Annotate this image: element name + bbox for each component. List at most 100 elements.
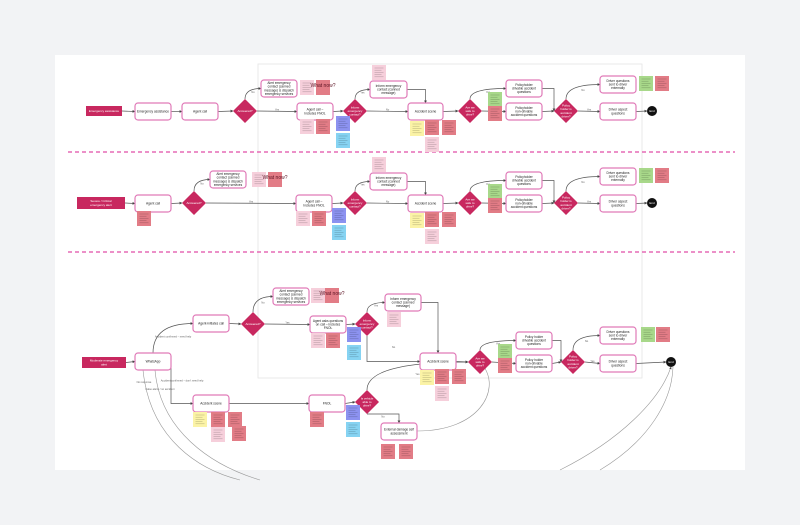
trigger-label-box[interactable]	[82, 357, 126, 368]
process-box[interactable]	[515, 354, 553, 373]
sticky-note[interactable]: What now?	[319, 288, 345, 303]
node-r2drv[interactable]: Policyholder drivable accident questions	[505, 171, 543, 190]
end-terminal[interactable]	[647, 106, 657, 116]
node-r2ndrv[interactable]: Policyholder non-drivable accident questio…	[505, 194, 543, 213]
node-r1ndrv[interactable]: Policyholder non-drivable accident questio…	[505, 102, 543, 121]
process-box[interactable]	[296, 102, 334, 121]
node-r3ndrv[interactable]: Policy holder non-drivable accident questi…	[515, 354, 553, 373]
connector-arrow[interactable]	[366, 301, 386, 313]
connector-arrow[interactable]	[552, 340, 563, 363]
connector-arrow[interactable]	[577, 110, 601, 113]
decision-diamond[interactable]	[554, 191, 578, 215]
process-box[interactable]	[181, 102, 219, 121]
node-r3scene[interactable]: Accident scene	[419, 352, 457, 371]
decision-diamond[interactable]	[458, 191, 482, 215]
sticky-note[interactable]	[425, 137, 439, 152]
node-r3scene2[interactable]: Accident scene	[192, 394, 230, 413]
connector-arrow[interactable]	[469, 87, 507, 100]
connector-arrow[interactable]	[541, 109, 555, 113]
sticky-note[interactable]	[316, 119, 330, 134]
node-r1scene[interactable]: Accident scene	[407, 102, 444, 121]
node-r2pol[interactable]: Policy holder is accident driver?	[554, 191, 578, 215]
connector-arrow[interactable]	[345, 322, 356, 326]
process-box[interactable]	[515, 331, 553, 350]
sticky-note[interactable]	[300, 80, 314, 95]
connector-arrow[interactable]	[332, 109, 344, 113]
node-r2dq[interactable]: Driver aspect questions	[599, 194, 637, 213]
connector-arrow[interactable]	[366, 110, 409, 113]
node-r1safe[interactable]: Are we safe to drive?	[458, 99, 482, 123]
node-r3veh[interactable]: Is vehicle able to drive?	[355, 390, 379, 414]
sticky-note[interactable]	[252, 172, 266, 187]
node-r1drv[interactable]: Policyholder drivable accident questions	[505, 79, 543, 98]
sticky-note[interactable]	[211, 427, 225, 442]
connector-arrow[interactable]	[542, 180, 556, 204]
process-box[interactable]	[505, 194, 543, 213]
node-r1fnol[interactable]: Agent call – Includes FNOL	[296, 102, 334, 121]
node-r3alert[interactable]: Alert emergency contact (canned message) &…	[272, 287, 310, 306]
connector-arrow[interactable]	[407, 181, 427, 196]
node-r2ext[interactable]: Driver questions sent to driver externally	[599, 167, 637, 186]
connector-arrow[interactable]	[565, 83, 601, 100]
node-r3ext2[interactable]: External damage self assessment	[380, 422, 418, 441]
sticky-note[interactable]	[296, 211, 310, 226]
connector-arrow[interactable]	[635, 201, 648, 205]
sticky-note[interactable]	[387, 312, 401, 327]
process-box[interactable]	[599, 194, 637, 213]
sticky-note[interactable]	[193, 412, 207, 427]
sticky-note[interactable]	[336, 116, 350, 131]
process-box[interactable]	[599, 75, 637, 94]
connector-false-alarm[interactable]	[154, 369, 261, 481]
connector-arrow[interactable]	[565, 175, 601, 192]
connector-arrow[interactable]	[170, 361, 194, 405]
connector-arrow[interactable]	[551, 361, 562, 364]
process-box[interactable]	[260, 79, 298, 98]
node-r3infbox[interactable]: Inform emergency contact (canned message)	[384, 293, 422, 312]
sticky-note[interactable]	[346, 405, 360, 420]
process-box[interactable]	[369, 172, 408, 191]
sticky-note[interactable]	[312, 211, 326, 226]
connector-arrow[interactable]	[442, 109, 459, 113]
connector-arrow[interactable]	[331, 201, 344, 205]
node-r3drv[interactable]: Policy holder drivable accident questions	[515, 331, 553, 350]
sticky-note[interactable]	[410, 121, 424, 136]
sticky-note[interactable]	[639, 76, 653, 91]
sticky-note[interactable]	[488, 92, 502, 107]
connector-arrow[interactable]	[635, 109, 648, 113]
process-box[interactable]	[380, 422, 418, 441]
sticky-note[interactable]	[425, 212, 439, 227]
end-terminal[interactable]	[666, 357, 676, 367]
decision-diamond[interactable]	[554, 99, 578, 123]
sticky-note[interactable]	[326, 333, 340, 348]
connector-arrow[interactable]	[193, 178, 211, 192]
connector-arrow[interactable]	[152, 322, 194, 354]
process-box[interactable]	[308, 394, 346, 413]
end-terminal[interactable]	[647, 198, 657, 208]
connector-arrow[interactable]	[407, 89, 427, 104]
sticky-note[interactable]: What now?	[262, 172, 288, 187]
sticky-note[interactable]	[442, 120, 456, 135]
sticky-note[interactable]	[311, 288, 325, 303]
connector-arrow[interactable]	[217, 109, 234, 113]
sticky-note[interactable]	[498, 344, 512, 359]
node-r3dq[interactable]: Driver aspect questions	[599, 354, 637, 373]
connector-arrow[interactable]	[577, 202, 601, 205]
connector-arrow[interactable]	[125, 360, 136, 364]
sticky-note[interactable]	[425, 229, 439, 244]
node-r2scene[interactable]: Accident scene	[407, 194, 444, 213]
node-r3wa[interactable]: WhatsApp	[134, 352, 172, 371]
sticky-note[interactable]	[655, 76, 669, 91]
node-r3pol[interactable]: Policy holder is accident driver?	[561, 350, 585, 374]
node-r1call[interactable]: Agent call	[181, 102, 219, 121]
node-r2ans[interactable]: Answered?	[182, 191, 206, 215]
connector-arrow[interactable]	[228, 322, 242, 326]
sticky-note[interactable]	[347, 345, 361, 360]
sticky-note[interactable]	[420, 370, 434, 385]
node-r1ext[interactable]: Driver questions sent to driver externally	[599, 75, 637, 94]
connector-to-end[interactable]	[559, 366, 672, 471]
node-r1infbox[interactable]: Inform emergency contact (canned message)	[369, 80, 408, 99]
sticky-note[interactable]	[211, 412, 225, 427]
connector-arrow[interactable]	[469, 179, 507, 192]
connector-arrow[interactable]	[121, 110, 136, 113]
sticky-note[interactable]	[435, 386, 449, 401]
